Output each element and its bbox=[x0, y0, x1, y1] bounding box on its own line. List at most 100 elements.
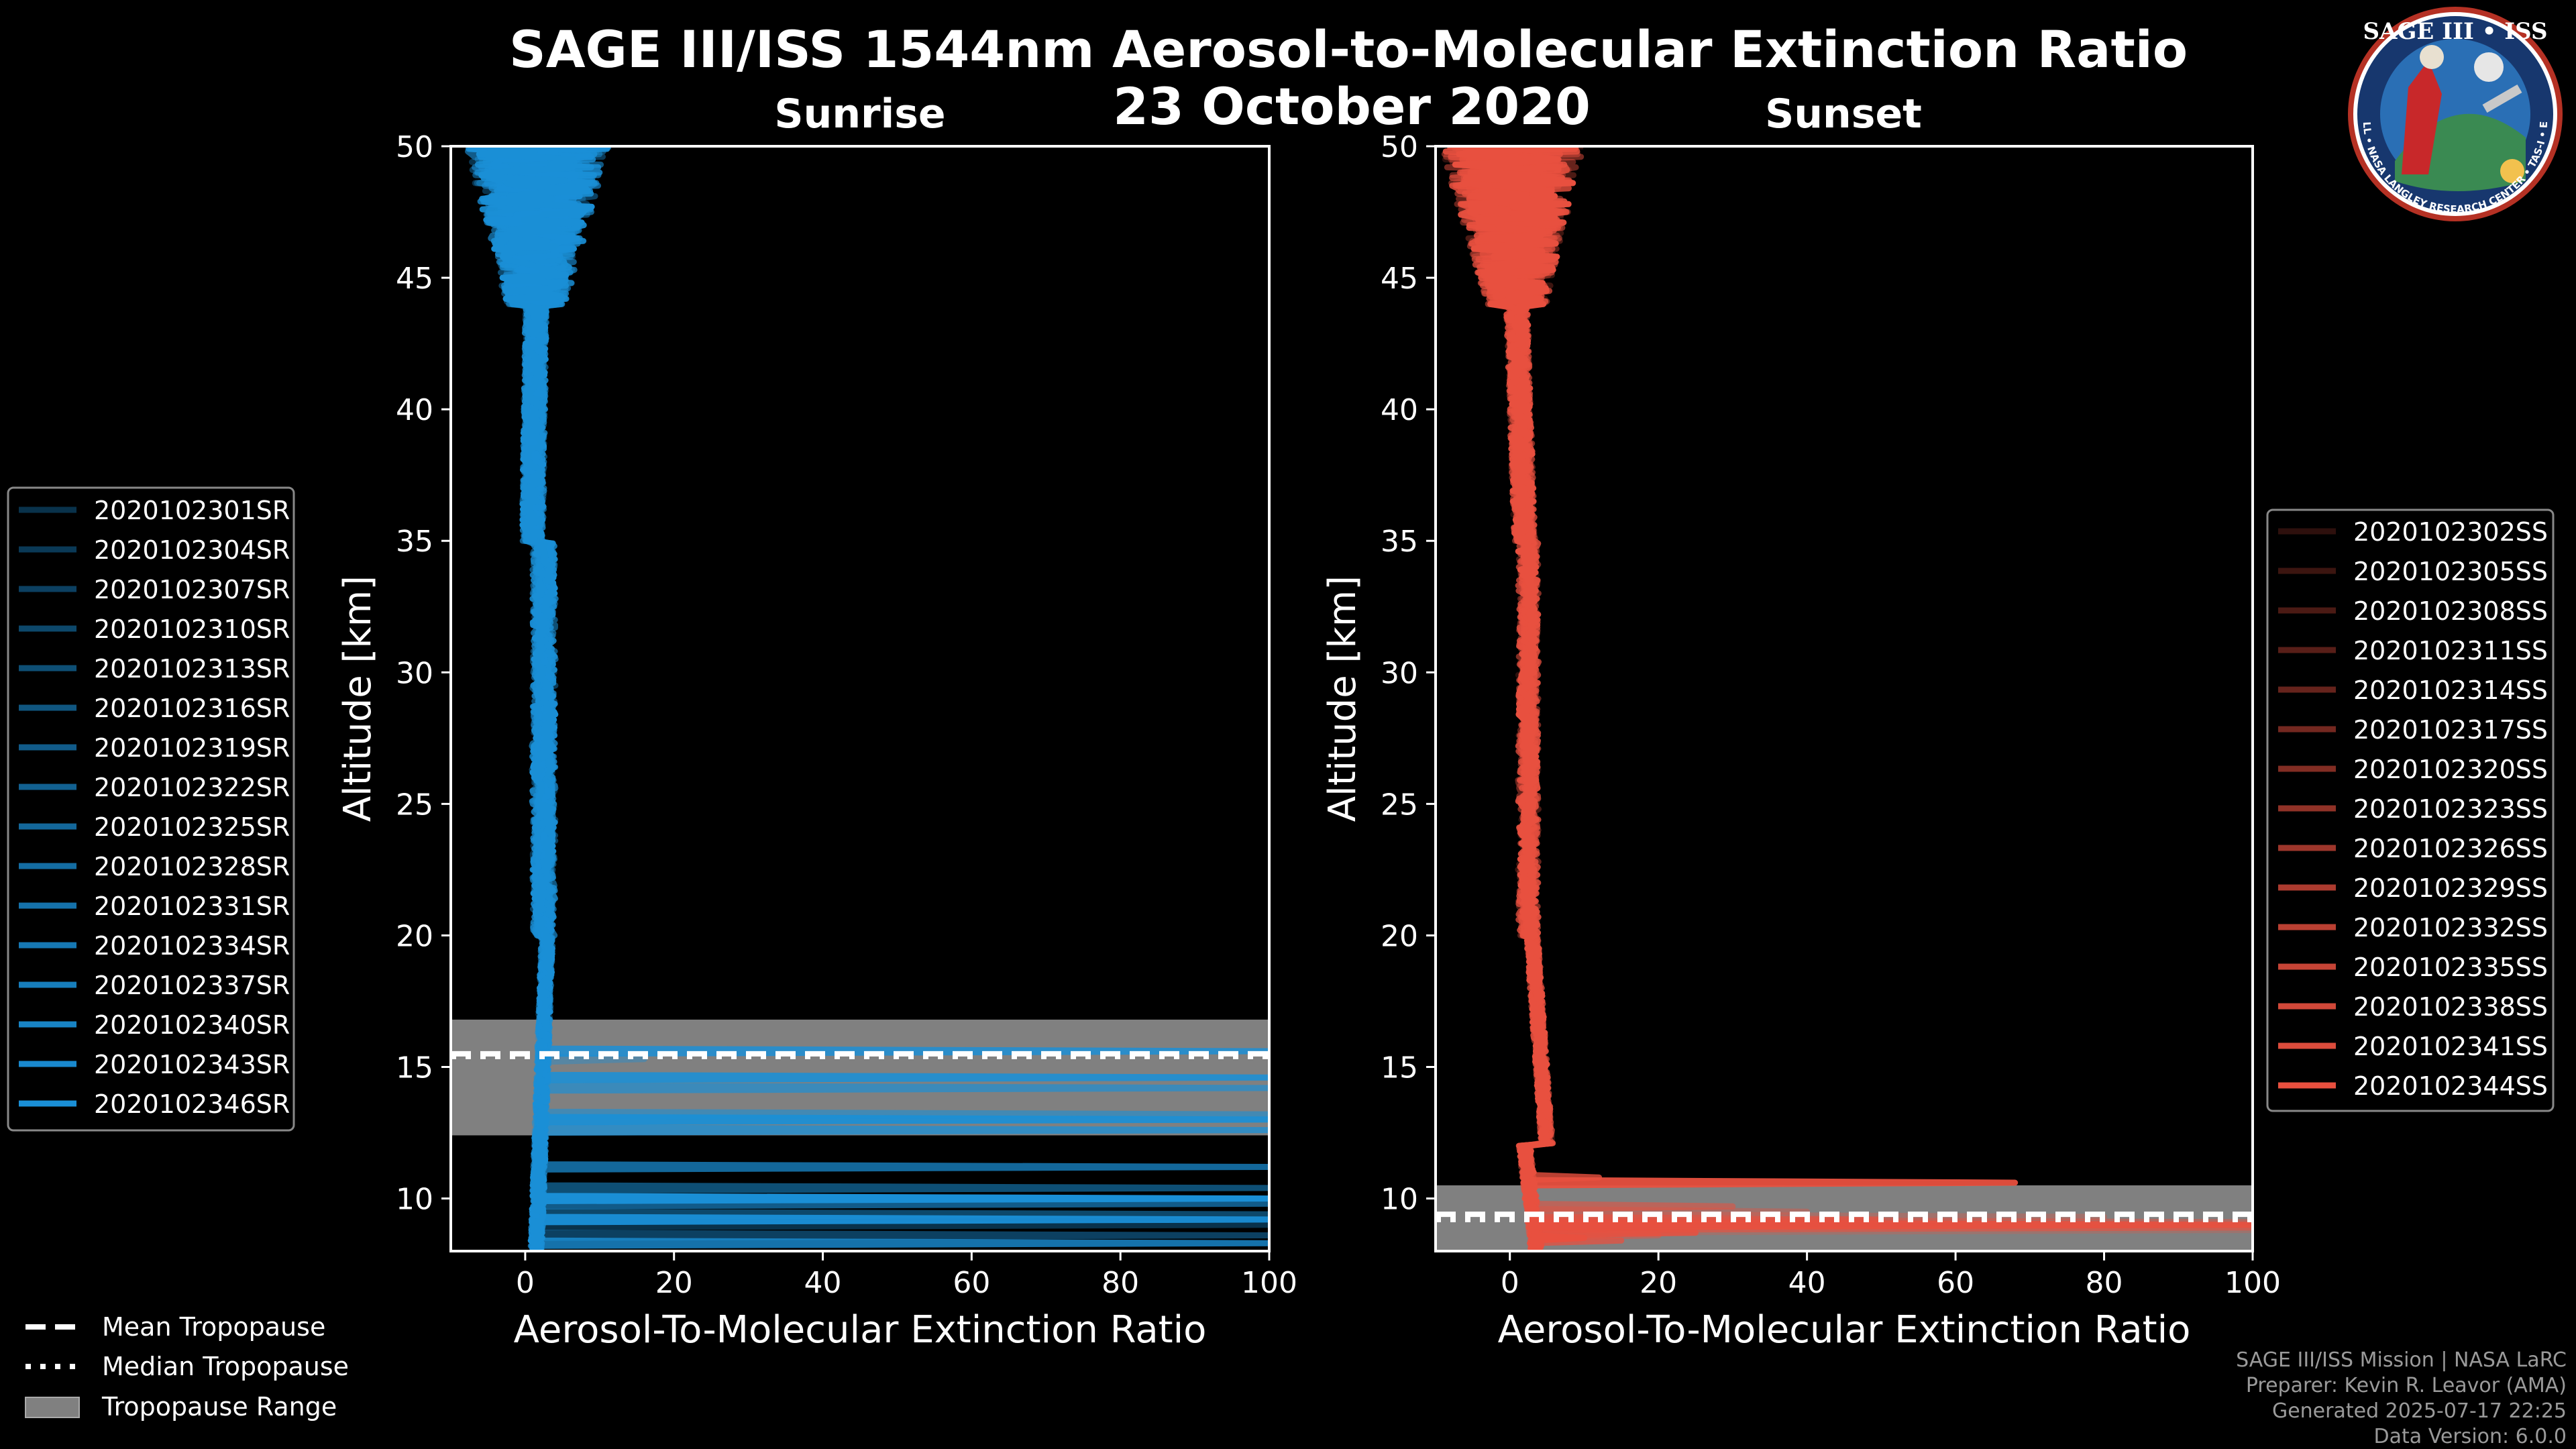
sunset-profile-2020102314SS bbox=[1443, 146, 1662, 1251]
sunrise-legend-label: 2020102328SR bbox=[94, 852, 290, 881]
sunrise-legend: 2020102301SR 2020102304SR 2020102307SR 2020… bbox=[7, 486, 295, 1132]
sunset-profile-2020102344SS bbox=[1452, 146, 1587, 1251]
sunrise-xlabel: Aerosol-To-Molecular Extinction Ratio bbox=[514, 1308, 1207, 1352]
footer-generated: Generated 2025-07-17 22:25 bbox=[2272, 1399, 2567, 1423]
sunset-profile-2020102338SS bbox=[1442, 146, 2253, 1251]
logo-title: SAGE III • ISS bbox=[2363, 18, 2547, 45]
sunset-ytick-label: 45 bbox=[1381, 262, 1418, 296]
sunset-legend-label: 2020102305SS bbox=[2353, 557, 2548, 586]
sunrise-ylabel: Altitude [km] bbox=[336, 576, 380, 822]
sunrise-xtick-label: 40 bbox=[804, 1266, 842, 1300]
sunrise-legend-label: 2020102340SR bbox=[94, 1010, 290, 1040]
sunrise-ytick-label: 25 bbox=[396, 788, 433, 822]
sunset-plot-area bbox=[1436, 146, 2253, 1251]
sunrise-legend-label: 2020102337SR bbox=[94, 971, 290, 1000]
sunrise-legend-label: 2020102316SR bbox=[94, 694, 290, 723]
sunset-profile-2020102335SS bbox=[1449, 146, 1699, 1251]
sunset-ytick-label: 40 bbox=[1381, 393, 1418, 427]
sunset-xtick-label: 100 bbox=[2224, 1266, 2281, 1300]
sunset-legend-frame bbox=[2266, 508, 2555, 1112]
sunset-legend-label: 2020102314SS bbox=[2353, 676, 2548, 705]
sunset-legend-label: 2020102302SS bbox=[2353, 517, 2548, 547]
sunset-ytick-label: 25 bbox=[1381, 788, 1418, 822]
chart-title: SAGE III/ISS 1544nm Aerosol-to-Molecular… bbox=[509, 19, 2188, 79]
sunset-profile-2020102317SS bbox=[1441, 146, 2253, 1251]
sunset-ytick-label: 50 bbox=[1381, 130, 1418, 164]
sunrise-legend-label: 2020102346SR bbox=[94, 1089, 290, 1119]
logo-sun bbox=[2500, 159, 2524, 183]
median-tropopause-label: Median Tropopause bbox=[102, 1352, 349, 1381]
sunset-panel: 0 20 40 60 80 100 10 15 20 25 30 35 40 45 50 Aerosol-To… bbox=[1321, 130, 2281, 1352]
chart-date: 23 October 2020 bbox=[1113, 76, 1591, 136]
logo-wizard-head bbox=[2420, 45, 2444, 69]
sunset-ytick-label: 10 bbox=[1381, 1183, 1418, 1217]
sunset-xtick-label: 20 bbox=[1640, 1266, 1677, 1300]
sunrise-legend-label: 2020102325SR bbox=[94, 812, 290, 842]
sunrise-legend-label: 2020102304SR bbox=[94, 535, 290, 565]
sunrise-subtitle: Sunrise bbox=[774, 91, 945, 138]
footer-mission: SAGE III/ISS Mission | NASA LaRC bbox=[2236, 1348, 2567, 1372]
tropopause-range-swatch bbox=[25, 1397, 80, 1418]
sunset-legend-label: 2020102332SS bbox=[2353, 913, 2548, 943]
sunrise-ytick-label: 40 bbox=[396, 393, 433, 427]
sunrise-xtick-label: 0 bbox=[516, 1266, 535, 1300]
sunrise-ytick-label: 45 bbox=[396, 262, 433, 296]
sunrise-ytick-label: 10 bbox=[396, 1183, 433, 1217]
sunset-ytick-label: 20 bbox=[1381, 919, 1418, 953]
footer: SAGE III/ISS Mission | NASA LaRC Prepare… bbox=[2236, 1348, 2567, 1448]
sunset-legend: 2020102302SS 2020102305SS 2020102308SS 2020… bbox=[2266, 508, 2555, 1112]
sunrise-legend-label: 2020102301SR bbox=[94, 496, 290, 525]
sunset-ylabel: Altitude [km] bbox=[1321, 576, 1364, 822]
sunset-legend-label: 2020102344SS bbox=[2353, 1071, 2548, 1101]
sunrise-panel: 0 20 40 60 80 100 10 15 20 25 30 35 40 45 50 Aerosol-To… bbox=[336, 130, 1297, 1352]
sunset-legend-label: 2020102311SS bbox=[2353, 636, 2548, 665]
sunrise-ytick-label: 30 bbox=[396, 656, 433, 690]
logo-iss bbox=[2482, 84, 2522, 113]
sunset-legend-label: 2020102335SS bbox=[2353, 953, 2548, 982]
sunrise-legend-frame bbox=[7, 486, 295, 1132]
sunset-ytick-label: 15 bbox=[1381, 1051, 1418, 1085]
footer-preparer: Preparer: Kevin R. Leavor (AMA) bbox=[2246, 1374, 2567, 1397]
sunrise-ytick-label: 15 bbox=[396, 1051, 433, 1085]
sunrise-xtick-label: 60 bbox=[953, 1266, 990, 1300]
mean-tropopause-label: Mean Tropopause bbox=[102, 1312, 325, 1342]
sunset-xtick-label: 80 bbox=[2086, 1266, 2123, 1300]
sunset-profile-2020102311SS bbox=[1448, 146, 1811, 1251]
sunset-legend-label: 2020102338SS bbox=[2353, 992, 2548, 1022]
sunrise-ytick-label: 35 bbox=[396, 525, 433, 559]
sunset-legend-label: 2020102320SS bbox=[2353, 755, 2548, 784]
sunset-ytick-label: 30 bbox=[1381, 656, 1418, 690]
sunset-ytick-label: 35 bbox=[1381, 525, 1418, 559]
sunrise-ytick-label: 20 bbox=[396, 919, 433, 953]
sunset-xtick-label: 0 bbox=[1501, 1266, 1519, 1300]
logo-moon bbox=[2474, 52, 2504, 82]
sunset-xlabel: Aerosol-To-Molecular Extinction Ratio bbox=[1498, 1308, 2191, 1352]
sunrise-legend-label: 2020102319SR bbox=[94, 733, 290, 763]
sunrise-legend-label: 2020102331SR bbox=[94, 892, 290, 921]
sunrise-xtick-label: 100 bbox=[1241, 1266, 1297, 1300]
sunrise-legend-label: 2020102307SR bbox=[94, 575, 290, 604]
sunrise-legend-label: 2020102313SR bbox=[94, 654, 290, 684]
sunset-legend-label: 2020102323SS bbox=[2353, 794, 2548, 824]
sunrise-legend-label: 2020102322SR bbox=[94, 773, 290, 802]
sunset-legend-label: 2020102341SS bbox=[2353, 1032, 2548, 1061]
sunrise-profile-2020102346SR bbox=[476, 146, 1269, 1251]
sunrise-xtick-label: 20 bbox=[655, 1266, 693, 1300]
sunset-xtick-label: 60 bbox=[1937, 1266, 1974, 1300]
sunrise-profile-2020102322SR bbox=[477, 146, 1269, 1251]
sunset-legend-label: 2020102329SS bbox=[2353, 873, 2548, 903]
sunset-legend-label: 2020102326SS bbox=[2353, 834, 2548, 863]
sunset-subtitle: Sunset bbox=[1765, 91, 1922, 138]
sunrise-plot-area bbox=[451, 146, 1269, 1251]
sunrise-legend-label: 2020102334SR bbox=[94, 931, 290, 961]
sunset-legend-label: 2020102308SS bbox=[2353, 596, 2548, 626]
sunset-axes-frame bbox=[1434, 145, 2254, 1252]
sunset-profile-2020102320SS bbox=[1454, 146, 1736, 1251]
sunrise-xtick-label: 80 bbox=[1102, 1266, 1139, 1300]
sunrise-legend-label: 2020102310SR bbox=[94, 614, 290, 644]
sunset-profile-2020102323SS bbox=[1458, 146, 2253, 1251]
sunset-profile-2020102305SS bbox=[1454, 146, 2253, 1251]
sunrise-axes-frame bbox=[449, 145, 1271, 1252]
sunrise-ytick-label: 50 bbox=[396, 130, 433, 164]
